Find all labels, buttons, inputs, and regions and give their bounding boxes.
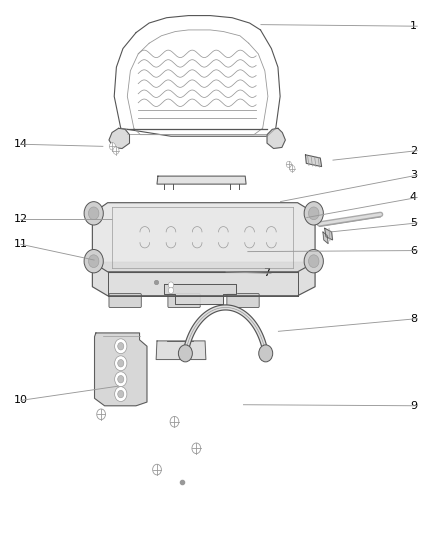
- Circle shape: [168, 282, 173, 288]
- Text: 5: 5: [410, 218, 417, 228]
- Circle shape: [113, 147, 119, 155]
- Text: 7: 7: [264, 269, 271, 278]
- Circle shape: [192, 443, 201, 454]
- Circle shape: [88, 207, 99, 220]
- Circle shape: [152, 464, 161, 475]
- Text: 6: 6: [410, 246, 417, 255]
- Circle shape: [170, 416, 179, 427]
- Circle shape: [110, 143, 116, 150]
- Text: 11: 11: [14, 239, 28, 249]
- Circle shape: [118, 360, 124, 367]
- Circle shape: [286, 161, 291, 167]
- Polygon shape: [92, 203, 315, 272]
- Circle shape: [168, 287, 173, 294]
- FancyBboxPatch shape: [168, 294, 200, 308]
- Text: 1: 1: [410, 21, 417, 31]
- Polygon shape: [156, 341, 206, 360]
- Circle shape: [115, 372, 127, 386]
- Circle shape: [308, 255, 319, 268]
- Circle shape: [84, 249, 103, 273]
- Text: 2: 2: [410, 146, 417, 156]
- Polygon shape: [157, 176, 246, 184]
- Text: 12: 12: [14, 214, 28, 224]
- Polygon shape: [305, 155, 321, 166]
- Circle shape: [259, 345, 273, 362]
- Polygon shape: [109, 128, 130, 149]
- Text: 9: 9: [410, 401, 417, 411]
- Circle shape: [115, 356, 127, 370]
- Polygon shape: [323, 232, 328, 244]
- Polygon shape: [164, 284, 237, 304]
- Text: 4: 4: [410, 192, 417, 203]
- Circle shape: [88, 255, 99, 268]
- Circle shape: [304, 249, 323, 273]
- Polygon shape: [95, 333, 147, 406]
- Text: 14: 14: [14, 139, 28, 149]
- Circle shape: [290, 165, 295, 172]
- Circle shape: [115, 339, 127, 354]
- FancyBboxPatch shape: [227, 294, 259, 308]
- Circle shape: [115, 386, 127, 401]
- Circle shape: [308, 207, 319, 220]
- Polygon shape: [267, 128, 286, 149]
- Polygon shape: [325, 228, 332, 240]
- Circle shape: [178, 345, 192, 362]
- Text: 3: 3: [410, 170, 417, 180]
- Circle shape: [118, 390, 124, 398]
- Circle shape: [118, 343, 124, 350]
- Circle shape: [97, 409, 106, 419]
- Text: 8: 8: [410, 313, 417, 324]
- Circle shape: [304, 201, 323, 225]
- FancyBboxPatch shape: [109, 294, 141, 308]
- Polygon shape: [92, 262, 315, 296]
- Circle shape: [84, 201, 103, 225]
- Text: 10: 10: [14, 395, 28, 406]
- Circle shape: [118, 375, 124, 383]
